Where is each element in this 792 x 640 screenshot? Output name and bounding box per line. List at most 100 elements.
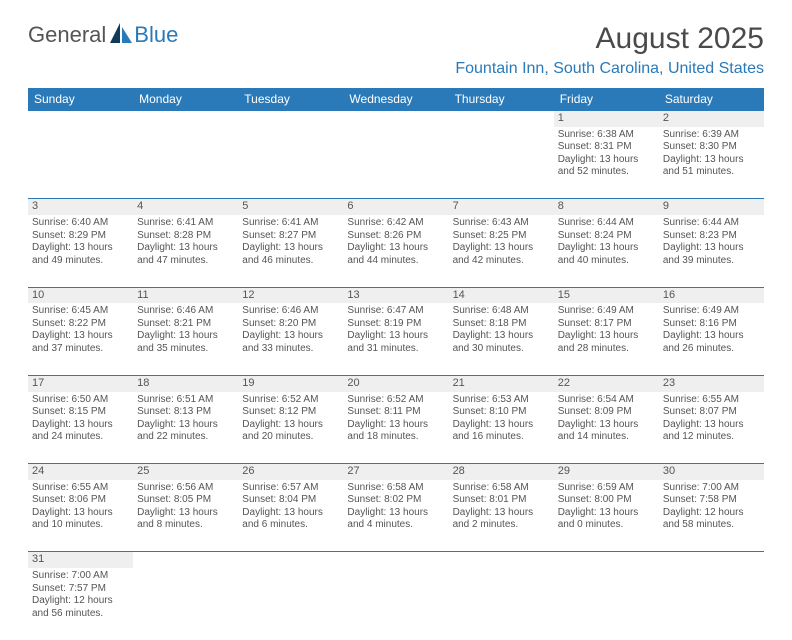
sunrise-text: Sunrise: 7:00 AM	[663, 482, 760, 495]
day-number-cell: 12	[238, 287, 343, 303]
day-detail-row: Sunrise: 6:45 AMSunset: 8:22 PMDaylight:…	[28, 303, 764, 375]
day-number-cell: 11	[133, 287, 238, 303]
day-detail-cell: Sunrise: 7:00 AMSunset: 7:57 PMDaylight:…	[28, 568, 133, 640]
calendar-table: Sunday Monday Tuesday Wednesday Thursday…	[28, 88, 764, 640]
daylight-text: Daylight: 13 hours and 20 minutes.	[242, 419, 339, 444]
day-number-cell: 2	[659, 111, 764, 127]
daylight-text: Daylight: 13 hours and 35 minutes.	[137, 330, 234, 355]
day-detail-cell: Sunrise: 6:58 AMSunset: 8:01 PMDaylight:…	[449, 480, 554, 552]
sunrise-text: Sunrise: 6:59 AM	[558, 482, 655, 495]
sunrise-text: Sunrise: 6:56 AM	[137, 482, 234, 495]
sunset-text: Sunset: 8:20 PM	[242, 318, 339, 331]
daylight-text: Daylight: 13 hours and 16 minutes.	[453, 419, 550, 444]
day-number-cell: 30	[659, 464, 764, 480]
day-detail-cell: Sunrise: 6:49 AMSunset: 8:16 PMDaylight:…	[659, 303, 764, 375]
day-number-row: 24252627282930	[28, 464, 764, 480]
sunrise-text: Sunrise: 6:41 AM	[242, 217, 339, 230]
day-detail-cell: Sunrise: 6:38 AMSunset: 8:31 PMDaylight:…	[554, 127, 659, 199]
day-number-cell: 9	[659, 199, 764, 215]
daylight-text: Daylight: 13 hours and 39 minutes.	[663, 242, 760, 267]
day-detail-cell: Sunrise: 6:44 AMSunset: 8:24 PMDaylight:…	[554, 215, 659, 287]
brand-part1: General	[28, 22, 106, 48]
sunrise-text: Sunrise: 6:53 AM	[453, 394, 550, 407]
day-detail-row: Sunrise: 6:50 AMSunset: 8:15 PMDaylight:…	[28, 392, 764, 464]
day-number-cell: 28	[449, 464, 554, 480]
day-number-cell	[238, 552, 343, 568]
weekday-header-row: Sunday Monday Tuesday Wednesday Thursday…	[28, 88, 764, 111]
weekday-header: Wednesday	[343, 88, 448, 111]
daylight-text: Daylight: 13 hours and 52 minutes.	[558, 154, 655, 179]
sunset-text: Sunset: 8:02 PM	[347, 494, 444, 507]
day-number-cell: 3	[28, 199, 133, 215]
sunset-text: Sunset: 8:16 PM	[663, 318, 760, 331]
day-number-cell: 24	[28, 464, 133, 480]
day-detail-cell: Sunrise: 6:45 AMSunset: 8:22 PMDaylight:…	[28, 303, 133, 375]
day-detail-cell: Sunrise: 6:52 AMSunset: 8:12 PMDaylight:…	[238, 392, 343, 464]
sunset-text: Sunset: 8:21 PM	[137, 318, 234, 331]
sunrise-text: Sunrise: 6:46 AM	[137, 305, 234, 318]
day-detail-cell: Sunrise: 6:54 AMSunset: 8:09 PMDaylight:…	[554, 392, 659, 464]
sunset-text: Sunset: 8:12 PM	[242, 406, 339, 419]
day-detail-row: Sunrise: 6:40 AMSunset: 8:29 PMDaylight:…	[28, 215, 764, 287]
day-detail-cell: Sunrise: 6:49 AMSunset: 8:17 PMDaylight:…	[554, 303, 659, 375]
day-detail-cell	[28, 127, 133, 199]
sunrise-text: Sunrise: 6:44 AM	[663, 217, 760, 230]
sunset-text: Sunset: 8:30 PM	[663, 141, 760, 154]
daylight-text: Daylight: 13 hours and 46 minutes.	[242, 242, 339, 267]
day-number-row: 12	[28, 111, 764, 127]
day-number-cell	[449, 111, 554, 127]
day-number-cell: 14	[449, 287, 554, 303]
day-number-cell: 19	[238, 375, 343, 391]
daylight-text: Daylight: 13 hours and 4 minutes.	[347, 507, 444, 532]
daylight-text: Daylight: 12 hours and 58 minutes.	[663, 507, 760, 532]
day-detail-cell: Sunrise: 6:51 AMSunset: 8:13 PMDaylight:…	[133, 392, 238, 464]
daylight-text: Daylight: 13 hours and 12 minutes.	[663, 419, 760, 444]
sunset-text: Sunset: 8:31 PM	[558, 141, 655, 154]
day-detail-cell: Sunrise: 6:41 AMSunset: 8:28 PMDaylight:…	[133, 215, 238, 287]
sunset-text: Sunset: 8:01 PM	[453, 494, 550, 507]
day-number-cell: 5	[238, 199, 343, 215]
daylight-text: Daylight: 13 hours and 22 minutes.	[137, 419, 234, 444]
weekday-header: Monday	[133, 88, 238, 111]
daylight-text: Daylight: 13 hours and 6 minutes.	[242, 507, 339, 532]
day-detail-cell: Sunrise: 6:57 AMSunset: 8:04 PMDaylight:…	[238, 480, 343, 552]
sunrise-text: Sunrise: 6:49 AM	[663, 305, 760, 318]
sunset-text: Sunset: 8:28 PM	[137, 230, 234, 243]
daylight-text: Daylight: 13 hours and 30 minutes.	[453, 330, 550, 355]
day-number-cell	[133, 111, 238, 127]
sunrise-text: Sunrise: 6:58 AM	[453, 482, 550, 495]
sunrise-text: Sunrise: 6:51 AM	[137, 394, 234, 407]
page-title: August 2025	[455, 22, 764, 56]
day-number-cell: 23	[659, 375, 764, 391]
day-number-row: 17181920212223	[28, 375, 764, 391]
day-number-cell: 17	[28, 375, 133, 391]
day-number-cell: 16	[659, 287, 764, 303]
daylight-text: Daylight: 13 hours and 18 minutes.	[347, 419, 444, 444]
day-number-cell	[133, 552, 238, 568]
sunrise-text: Sunrise: 6:40 AM	[32, 217, 129, 230]
day-detail-cell	[449, 127, 554, 199]
day-detail-row: Sunrise: 7:00 AMSunset: 7:57 PMDaylight:…	[28, 568, 764, 640]
day-detail-row: Sunrise: 6:55 AMSunset: 8:06 PMDaylight:…	[28, 480, 764, 552]
daylight-text: Daylight: 13 hours and 42 minutes.	[453, 242, 550, 267]
day-number-cell: 13	[343, 287, 448, 303]
day-number-cell	[28, 111, 133, 127]
day-number-cell: 29	[554, 464, 659, 480]
daylight-text: Daylight: 13 hours and 26 minutes.	[663, 330, 760, 355]
day-detail-cell: Sunrise: 6:53 AMSunset: 8:10 PMDaylight:…	[449, 392, 554, 464]
day-number-cell: 20	[343, 375, 448, 391]
day-number-row: 10111213141516	[28, 287, 764, 303]
sunrise-text: Sunrise: 6:50 AM	[32, 394, 129, 407]
daylight-text: Daylight: 13 hours and 0 minutes.	[558, 507, 655, 532]
day-detail-cell: Sunrise: 7:00 AMSunset: 7:58 PMDaylight:…	[659, 480, 764, 552]
day-number-cell	[343, 111, 448, 127]
sunrise-text: Sunrise: 6:45 AM	[32, 305, 129, 318]
day-detail-cell: Sunrise: 6:50 AMSunset: 8:15 PMDaylight:…	[28, 392, 133, 464]
weekday-header: Saturday	[659, 88, 764, 111]
sunset-text: Sunset: 8:27 PM	[242, 230, 339, 243]
day-number-row: 3456789	[28, 199, 764, 215]
brand-logo: General Blue	[28, 22, 178, 48]
day-number-cell: 7	[449, 199, 554, 215]
day-detail-cell: Sunrise: 6:39 AMSunset: 8:30 PMDaylight:…	[659, 127, 764, 199]
day-detail-cell: Sunrise: 6:43 AMSunset: 8:25 PMDaylight:…	[449, 215, 554, 287]
